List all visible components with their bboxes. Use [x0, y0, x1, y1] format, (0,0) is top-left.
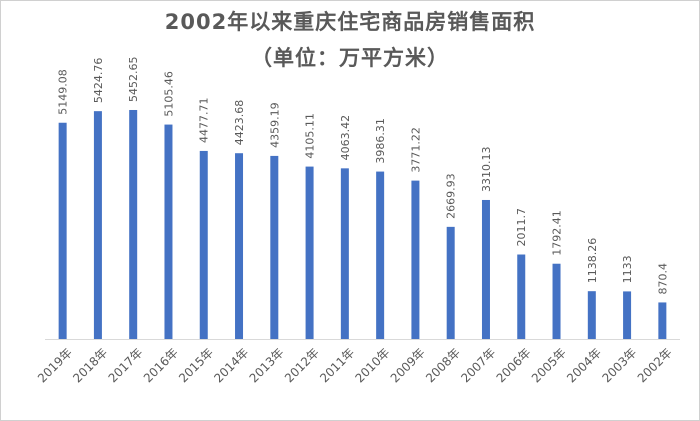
bar	[235, 153, 244, 339]
category-label: 2005年	[529, 345, 569, 385]
bar	[305, 166, 314, 339]
category-label: 2017年	[106, 345, 146, 385]
data-label: 3310.13	[480, 146, 493, 191]
data-label: 4477.71	[198, 97, 211, 143]
category-label: 2004年	[564, 345, 604, 385]
data-label: 1133	[621, 255, 634, 283]
category-label: 2015年	[176, 345, 216, 385]
category-label: 2002年	[635, 345, 675, 385]
bar	[93, 111, 102, 339]
bar	[587, 291, 596, 339]
category-label: 2003年	[599, 345, 639, 385]
category-label: 2012年	[282, 345, 322, 385]
chart-subtitle: （单位：万平方米）	[251, 46, 449, 70]
category-label: 2007年	[458, 345, 498, 385]
data-label: 4105.11	[304, 113, 317, 159]
bar	[411, 180, 420, 339]
data-label: 4063.42	[339, 115, 352, 161]
bar	[658, 302, 667, 339]
data-label: 5424.76	[92, 58, 105, 104]
bar	[481, 199, 490, 339]
category-label: 2010年	[352, 345, 392, 385]
category-label: 2008年	[423, 345, 463, 385]
bar	[129, 109, 138, 340]
category-label: 2013年	[247, 345, 287, 385]
chart-title: 2002年以来重庆住宅商品房销售面积	[164, 10, 536, 34]
category-label: 2006年	[494, 345, 534, 385]
bar	[623, 291, 632, 339]
bar	[164, 124, 173, 339]
data-label: 4359.19	[268, 102, 281, 148]
category-label: 2019年	[35, 345, 75, 385]
data-label: 2011.7	[515, 208, 528, 247]
data-label: 2669.93	[445, 173, 458, 219]
data-label: 1138.26	[586, 238, 599, 284]
data-label: 5149.08	[57, 69, 70, 115]
category-label: 2018年	[70, 345, 110, 385]
bar	[552, 263, 561, 339]
data-label: 1792.41	[551, 210, 564, 256]
data-label: 5452.65	[127, 56, 140, 102]
data-label: 870.4	[656, 263, 669, 295]
category-label: 2011年	[317, 345, 357, 385]
data-label: 3986.31	[374, 118, 387, 164]
category-label: 2014年	[211, 345, 251, 385]
data-label: 5105.46	[162, 71, 175, 117]
data-label: 4423.68	[233, 100, 246, 146]
bar	[58, 122, 67, 340]
bar	[270, 155, 279, 339]
bar	[376, 171, 385, 339]
bar	[340, 168, 349, 339]
bar	[199, 150, 208, 339]
bar	[517, 254, 526, 339]
data-label: 3771.22	[409, 127, 422, 173]
category-label: 2016年	[141, 345, 181, 385]
bar	[446, 226, 455, 339]
category-label: 2009年	[388, 345, 428, 385]
